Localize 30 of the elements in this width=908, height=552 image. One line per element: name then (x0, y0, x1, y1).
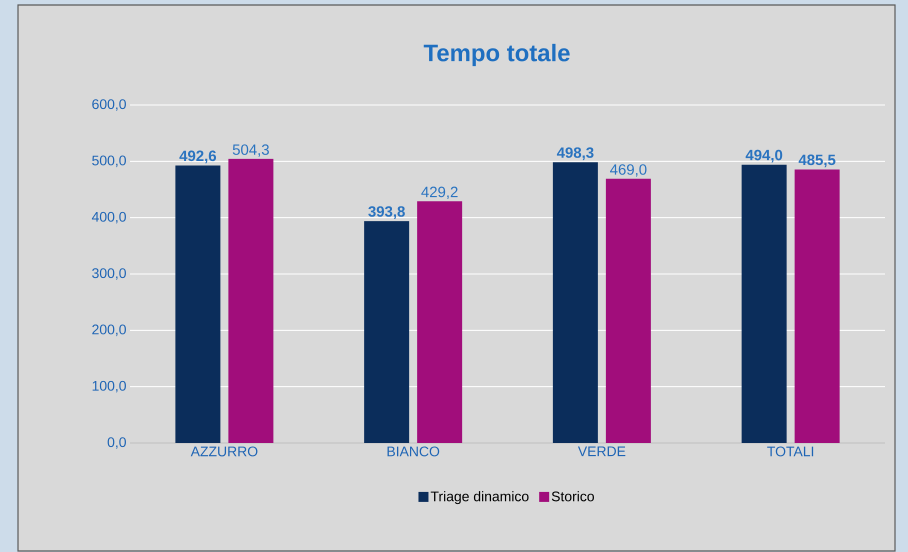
y-tick-label: 0,0 (108, 437, 126, 449)
x-tick-label: TOTALI (767, 446, 814, 456)
y-tick-label: 500,0 (92, 156, 126, 168)
bar (175, 165, 220, 443)
data-label: 485,5 (798, 154, 836, 168)
bar (228, 158, 274, 443)
chart-title: Tempo totale (424, 44, 570, 66)
data-label: 469,0 (610, 164, 646, 177)
legend-label: Storico (552, 491, 594, 502)
bar (552, 162, 598, 443)
y-tick-label: 300,0 (92, 268, 126, 280)
bar (742, 164, 787, 443)
x-tick-label: AZZURRO (190, 446, 258, 456)
y-tick-label: 400,0 (92, 212, 126, 224)
y-tick-label: 100,0 (92, 380, 126, 392)
y-tick-label: 200,0 (92, 324, 126, 336)
data-label: 393,8 (368, 206, 405, 219)
legend-label: Triage dinamico (430, 491, 529, 504)
bar (417, 201, 462, 443)
bar (606, 178, 651, 443)
x-tick-label: VERDE (578, 446, 626, 456)
data-label: 429,2 (421, 186, 458, 199)
bar (794, 169, 840, 443)
data-label: 492,6 (179, 150, 216, 164)
data-label: 498,3 (556, 147, 594, 160)
data-label: 494,0 (746, 150, 782, 162)
x-tick-label: BIANCO (388, 446, 440, 456)
y-tick-label: 600,0 (92, 99, 126, 111)
bar (364, 221, 410, 443)
data-label: 504,3 (232, 144, 269, 157)
